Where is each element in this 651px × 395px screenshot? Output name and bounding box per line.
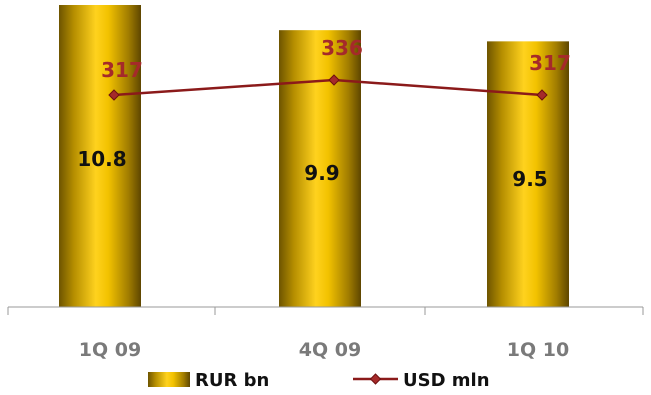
rur-data-label: 10.8 bbox=[77, 147, 126, 171]
usd-data-label: 336 bbox=[321, 36, 363, 60]
x-tick-label: 1Q 09 bbox=[79, 339, 141, 361]
rur-data-label: 9.9 bbox=[304, 161, 339, 185]
bar-1q-10 bbox=[487, 41, 569, 307]
bar-1q-09 bbox=[59, 5, 141, 307]
usd-point-marker bbox=[108, 89, 120, 101]
legend: RUR bn USD mln bbox=[148, 370, 490, 391]
x-tick-label: 4Q 09 bbox=[299, 339, 361, 361]
x-tick-label: 1Q 10 bbox=[507, 339, 569, 361]
legend-label-usd: USD mln bbox=[403, 370, 490, 391]
legend-swatch-usd-marker bbox=[369, 373, 382, 385]
legend-swatch-rur bbox=[148, 372, 190, 387]
bars-layer bbox=[59, 5, 569, 308]
x-axis: 1Q 09 4Q 09 1Q 10 bbox=[7, 306, 644, 361]
legend-label-rur: RUR bn bbox=[195, 370, 269, 391]
usd-data-label: 317 bbox=[101, 58, 143, 82]
usd-point-marker bbox=[328, 74, 340, 86]
rur-data-label: 9.5 bbox=[512, 167, 547, 191]
labels-layer: 317 336 317 10.8 9.9 9.5 bbox=[77, 36, 571, 191]
usd-line-layer bbox=[108, 74, 548, 101]
usd-point-marker bbox=[536, 89, 548, 101]
usd-data-label: 317 bbox=[529, 51, 571, 75]
bar-4q-09 bbox=[279, 30, 361, 308]
